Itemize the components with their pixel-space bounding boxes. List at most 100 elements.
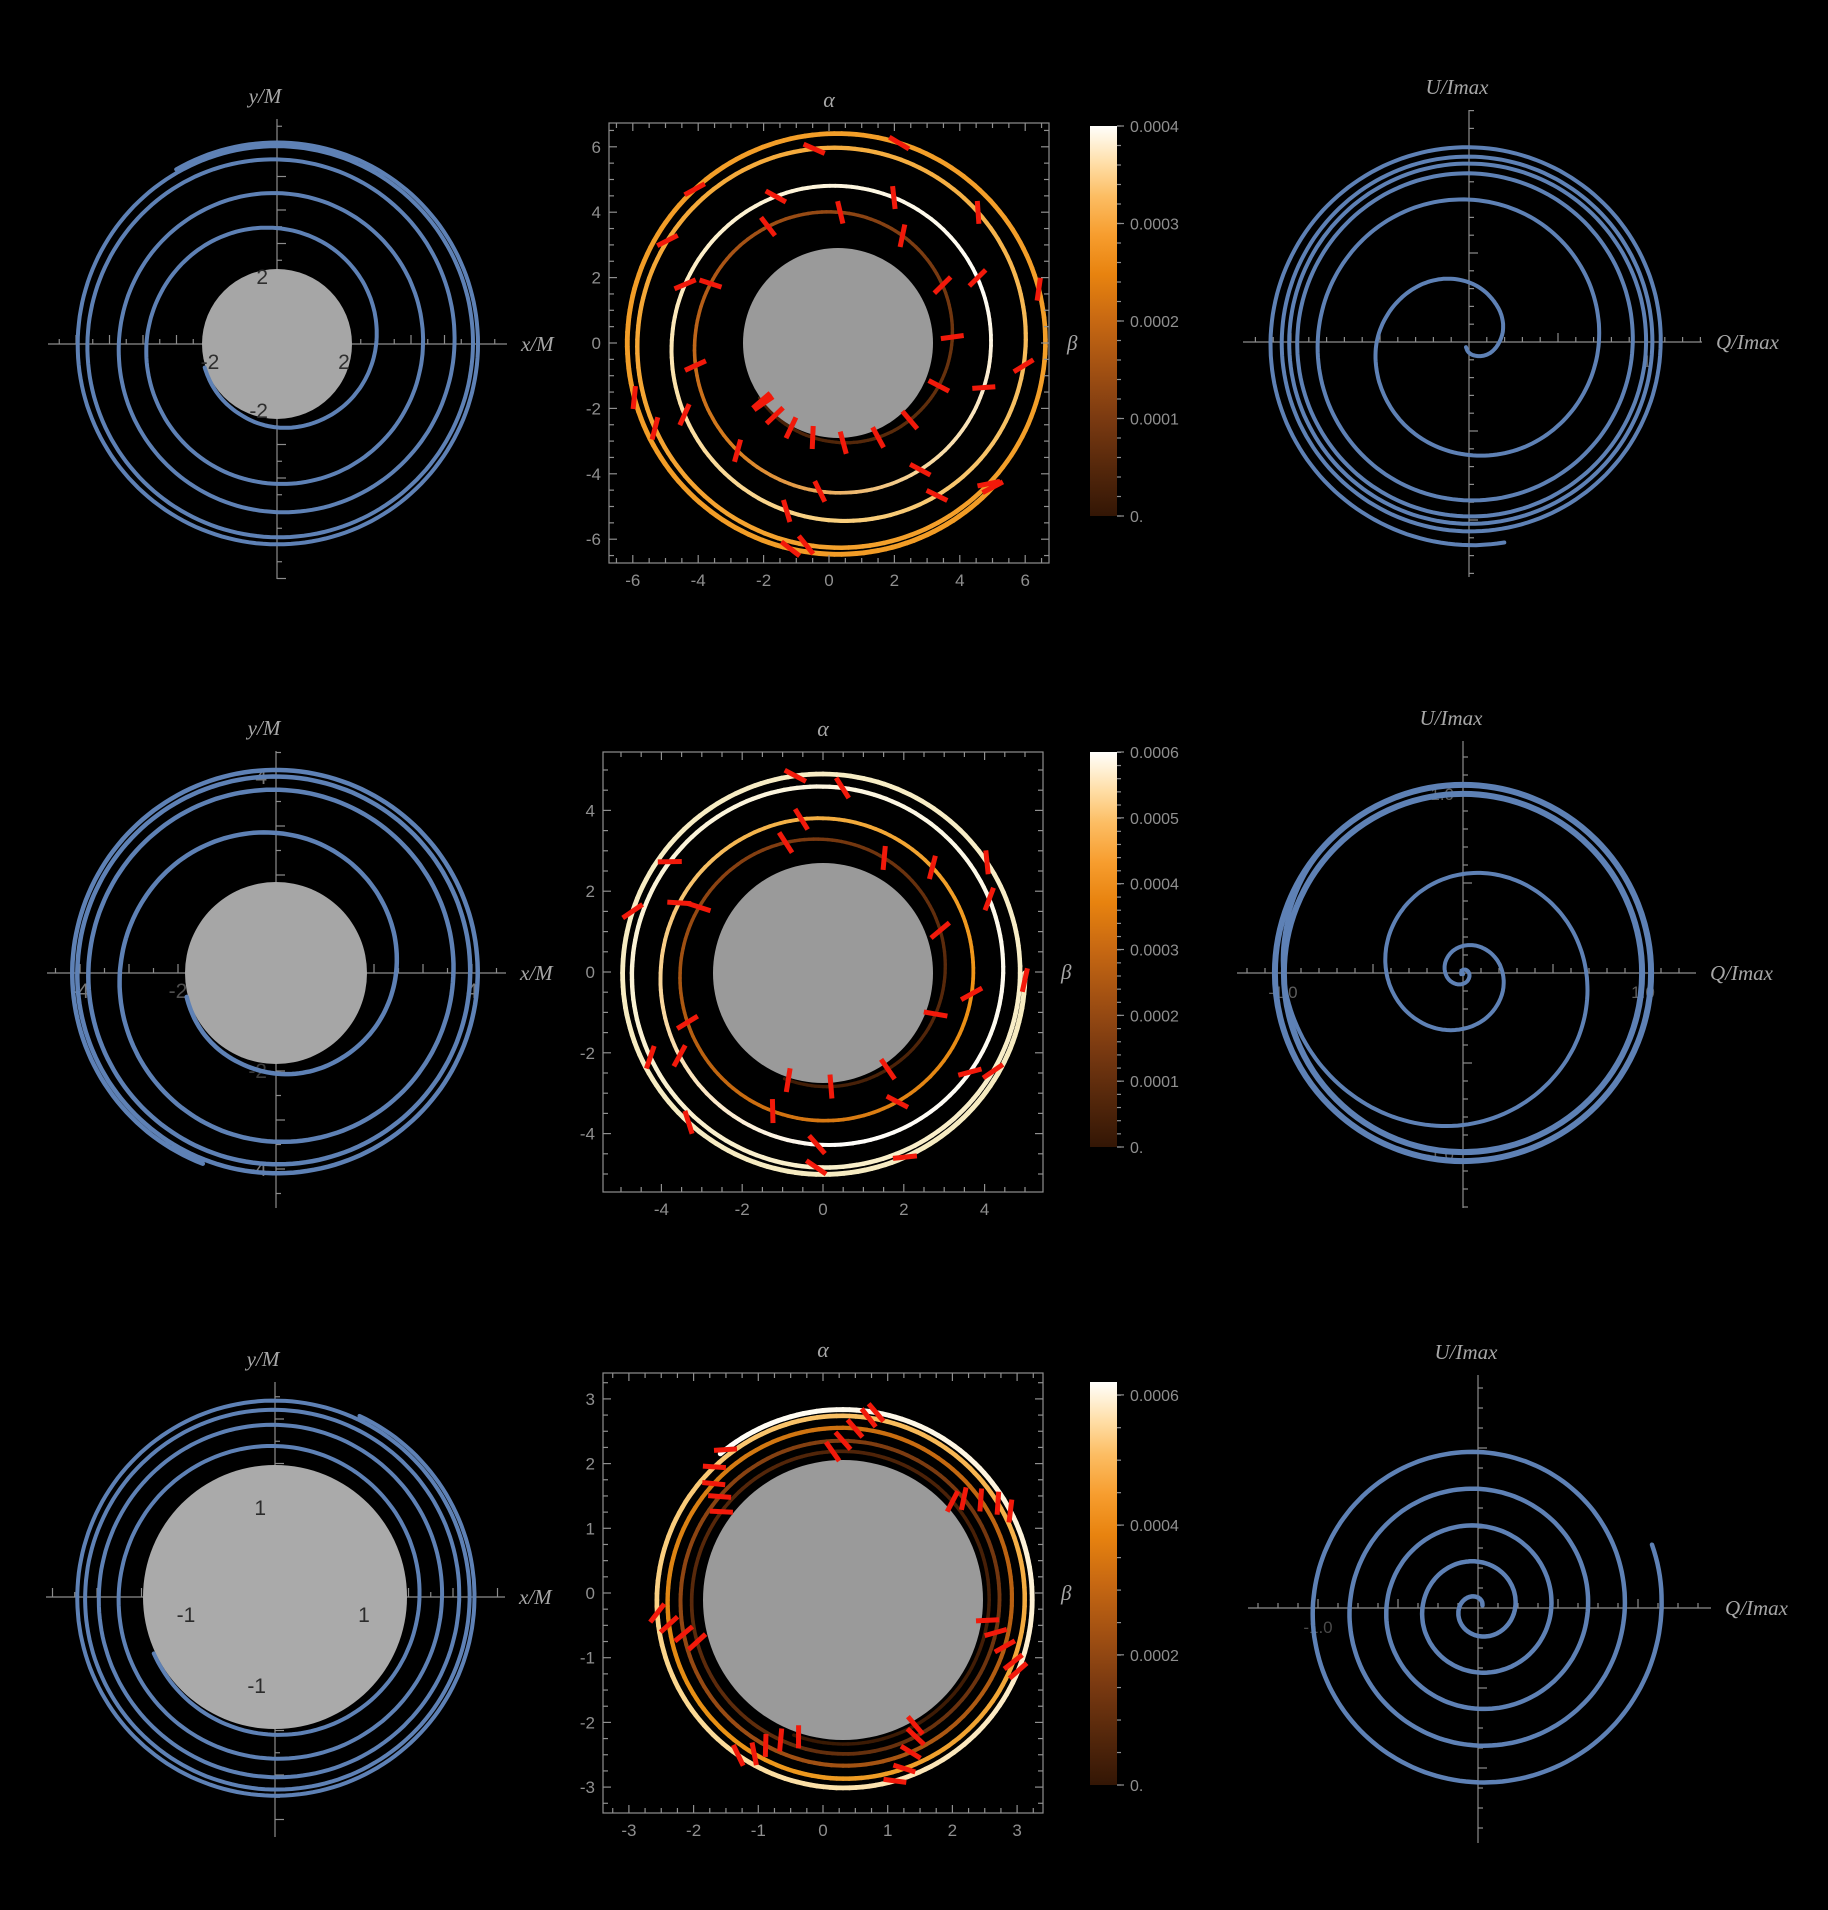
tick-label: -3 xyxy=(621,1821,636,1840)
tick-label: -1 xyxy=(580,1649,595,1668)
y-axis-label: U/Imax xyxy=(1426,75,1490,99)
tick-label: -2 xyxy=(580,1044,595,1063)
polarized-trajectory xyxy=(654,1407,1035,1791)
tick-labels: -1 1 1 -1 xyxy=(177,1497,370,1698)
tick-label: 2 xyxy=(256,266,268,289)
tick-label: -4 xyxy=(580,1125,595,1144)
tick-label: -2 xyxy=(756,571,771,590)
tick-label: 2 xyxy=(586,882,595,901)
beta-side-label: β xyxy=(1060,960,1072,984)
x-axis-label: Q/Imax xyxy=(1716,330,1780,354)
tick-label: 4 xyxy=(955,571,964,590)
colorbar-label: 0.0006 xyxy=(1130,745,1179,762)
tick-label: -2 xyxy=(249,400,268,423)
y-axis-label: y/M xyxy=(245,1347,281,1371)
y-axis-label: y/M xyxy=(246,716,282,740)
tick-label: 0 xyxy=(818,1821,827,1840)
tick-labels: 1 xyxy=(1642,352,1651,371)
tick-label: -1 xyxy=(177,1604,196,1627)
row2-orbit-xy: -4 -2 44-2-4y/Mx/M xyxy=(47,716,554,1208)
colorbar-label: 0.0003 xyxy=(1130,217,1179,234)
tick-label: 2 xyxy=(899,1200,908,1219)
tick-label: 2 xyxy=(338,351,350,374)
tick-label: -3 xyxy=(580,1778,595,1797)
beta-side-label: β xyxy=(1060,1581,1072,1605)
alpha-title: α xyxy=(817,716,829,741)
colorbar-label: 0.0004 xyxy=(1130,1518,1179,1535)
row3-stokes-qu: -1.0 U/Imax Q/Imax xyxy=(1248,1340,1789,1843)
x-axis-label: x/M xyxy=(518,1585,553,1609)
colorbar-label: 0. xyxy=(1130,1778,1143,1795)
tick-label: -2 xyxy=(169,980,188,1003)
tick-label: 1 xyxy=(1642,352,1651,371)
frame xyxy=(602,1372,1044,1814)
tick-label: 4 xyxy=(586,801,595,820)
frame xyxy=(602,751,1044,1193)
y-axis-label: U/Imax xyxy=(1435,1340,1499,1364)
tick-label: -4 xyxy=(691,571,706,590)
tick-label: -1 xyxy=(751,1821,766,1840)
trajectory-spiral xyxy=(70,767,480,1176)
colorbar-label: 0.0001 xyxy=(1130,1074,1179,1091)
colorbar-label: 0.0004 xyxy=(1130,877,1179,894)
trajectory-spiral xyxy=(75,140,481,547)
colorbar-label: 0. xyxy=(1130,509,1143,526)
tick-label: 0 xyxy=(818,1200,827,1219)
trajectory-spiral xyxy=(1268,145,1663,548)
tick-label: 1 xyxy=(586,1519,595,1538)
tick-label: -4 xyxy=(586,465,601,484)
colorbar-label: 0.0002 xyxy=(1130,1008,1179,1025)
tick-label: 3 xyxy=(586,1390,595,1409)
row3-orbit-xy: -1 1 1 -1 y/M x/M xyxy=(46,1347,553,1837)
black-hole-shadow-disk xyxy=(743,248,933,438)
polarization-dashes xyxy=(648,1402,1029,1785)
tick-label: 2 xyxy=(592,269,601,288)
trajectory-spiral xyxy=(75,1398,477,1798)
y-axis-label: U/Imax xyxy=(1420,706,1484,730)
polarization-dashes xyxy=(630,134,1043,558)
axes xyxy=(1248,1375,1711,1843)
x-axis-label: x/M xyxy=(520,332,555,356)
tick-label: 6 xyxy=(592,138,601,157)
alpha-title: α xyxy=(823,87,835,112)
row1-orbit-xy: -2 2 2 -2 y/M x/M xyxy=(48,84,555,580)
tick-label: 2 xyxy=(890,571,899,590)
tick-label: -1 xyxy=(247,1675,266,1698)
tick-label: 0 xyxy=(592,334,601,353)
colorbar-label: 0.0003 xyxy=(1130,943,1179,960)
colorbar-label: 0.0002 xyxy=(1130,314,1179,331)
polarized-trajectory xyxy=(624,131,1048,557)
row1-stokes-qu: 1 U/Imax Q/Imax xyxy=(1243,75,1780,577)
colorbar-label: 0.0004 xyxy=(1130,119,1179,136)
tick-label: 2 xyxy=(586,1455,595,1474)
tick-label: 0 xyxy=(824,571,833,590)
tick-label: 6 xyxy=(1020,571,1029,590)
tick-label: 1 xyxy=(358,1604,370,1627)
x-axis-label: Q/Imax xyxy=(1725,1596,1789,1620)
colorbar-label: 0. xyxy=(1130,1140,1143,1157)
trajectory-spiral xyxy=(1280,850,1590,1128)
colorbar-label: 0.0002 xyxy=(1130,1648,1179,1665)
trajectory-spiral xyxy=(1310,1449,1664,1785)
tick-label: -2 xyxy=(580,1713,595,1732)
black-hole-disk xyxy=(143,1465,407,1729)
black-hole-shadow-disk xyxy=(713,863,933,1083)
tick-label: -2 xyxy=(735,1200,750,1219)
colorbar-label: 0.0006 xyxy=(1130,1388,1179,1405)
frame-tick-labels: -6 -4 -2 0 2 4 6 6 4 2 0 -2 -4 -6 xyxy=(586,138,1030,590)
alpha-title: α xyxy=(817,1337,829,1362)
x-axis-label: x/M xyxy=(519,961,554,985)
frame xyxy=(608,122,1050,564)
tick-label: 1 xyxy=(883,1821,892,1840)
tick-label: 3 xyxy=(1012,1821,1021,1840)
tick-label: -6 xyxy=(625,571,640,590)
polarized-trajectory xyxy=(620,771,1028,1177)
row1-image-plane: -6 -4 -2 0 2 4 6 6 4 2 0 -2 -4 -6 α β 0.0004 0.0003 0.0002… xyxy=(586,87,1179,590)
frame-tick-labels: -3 -2 -1 0 1 2 3 3 2 1 0 -1 -2 -3 xyxy=(580,1390,1022,1840)
tick-label: -2 xyxy=(586,399,601,418)
axes xyxy=(1237,741,1696,1208)
y-axis-label: y/M xyxy=(247,84,283,108)
tick-label: -1.0 xyxy=(1303,1618,1332,1637)
colorbar: 0.0006 0.0004 0.0002 0. xyxy=(1090,1382,1179,1795)
tick-label: 2 xyxy=(948,1821,957,1840)
